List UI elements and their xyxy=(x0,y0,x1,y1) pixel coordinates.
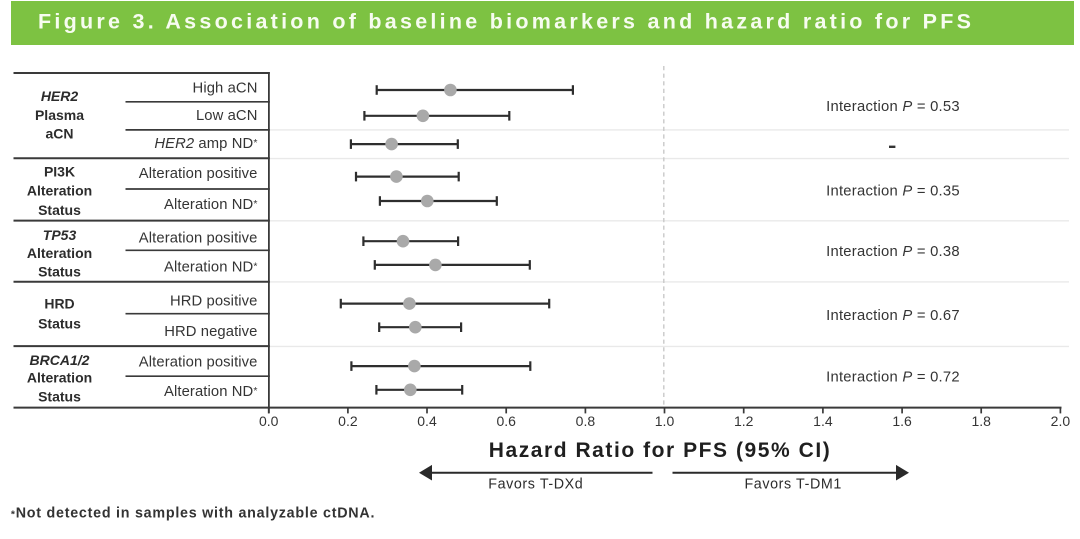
svg-text:1.8: 1.8 xyxy=(971,413,991,429)
svg-text:PI3K: PI3K xyxy=(44,164,75,180)
svg-text:1.0: 1.0 xyxy=(655,413,675,429)
svg-text:Low aCN: Low aCN xyxy=(196,108,258,124)
svg-text:Alteration ND*: Alteration ND* xyxy=(164,260,257,276)
svg-text:Alteration positive: Alteration positive xyxy=(139,230,258,246)
svg-text:Status: Status xyxy=(38,202,81,218)
svg-text:Interaction P = 0.53: Interaction P = 0.53 xyxy=(826,99,960,115)
svg-text:Alteration: Alteration xyxy=(27,183,92,199)
svg-text:0.8: 0.8 xyxy=(576,413,596,429)
svg-text:Status: Status xyxy=(38,264,81,280)
svg-text:1.4: 1.4 xyxy=(813,413,833,429)
svg-text:Status: Status xyxy=(38,315,81,331)
svg-text:Alteration positive: Alteration positive xyxy=(139,355,258,371)
svg-text:HER2: HER2 xyxy=(41,88,79,104)
svg-text:High aCN: High aCN xyxy=(193,80,258,96)
svg-text:1.6: 1.6 xyxy=(892,413,912,429)
svg-text:HRD positive: HRD positive xyxy=(170,294,258,310)
svg-text:Favors T-DM1: Favors T-DM1 xyxy=(744,477,842,493)
svg-text:aCN: aCN xyxy=(45,125,73,141)
svg-text:Alteration positive: Alteration positive xyxy=(139,166,258,182)
svg-text:0.4: 0.4 xyxy=(417,413,437,429)
svg-text:HER2 amp ND*: HER2 amp ND* xyxy=(154,136,257,152)
svg-text:Status: Status xyxy=(38,388,81,404)
svg-text:HRD: HRD xyxy=(44,296,74,312)
svg-text:Interaction P = 0.72: Interaction P = 0.72 xyxy=(826,369,960,385)
svg-text:Figure 3. Association of basel: Figure 3. Association of baseline biomar… xyxy=(38,9,974,33)
svg-text:Favors T-DXd: Favors T-DXd xyxy=(488,477,583,493)
svg-text:1.2: 1.2 xyxy=(734,413,754,429)
svg-text:2.0: 2.0 xyxy=(1051,413,1071,429)
svg-text:Alteration ND*: Alteration ND* xyxy=(164,197,257,213)
svg-text:Interaction P = 0.35: Interaction P = 0.35 xyxy=(826,183,960,199)
svg-text:0.0: 0.0 xyxy=(259,413,279,429)
svg-text:Plasma: Plasma xyxy=(35,107,84,123)
svg-text:Alteration: Alteration xyxy=(27,370,92,386)
svg-text:Alteration ND*: Alteration ND* xyxy=(164,384,257,400)
svg-text:Interaction P = 0.38: Interaction P = 0.38 xyxy=(826,244,960,260)
svg-text:0.2: 0.2 xyxy=(338,413,358,429)
svg-text:BRCA1/2: BRCA1/2 xyxy=(30,352,90,368)
svg-text:0.6: 0.6 xyxy=(496,413,516,429)
svg-text:Hazard Ratio for PFS (95% CI): Hazard Ratio for PFS (95% CI) xyxy=(489,439,832,462)
svg-text:*Not detected in samples with: *Not detected in samples with analyzable… xyxy=(11,506,375,522)
svg-text:TP53: TP53 xyxy=(43,227,77,243)
svg-text:Alteration: Alteration xyxy=(27,245,92,261)
svg-text:HRD negative: HRD negative xyxy=(164,324,257,340)
svg-text:Interaction P = 0.67: Interaction P = 0.67 xyxy=(826,308,960,324)
